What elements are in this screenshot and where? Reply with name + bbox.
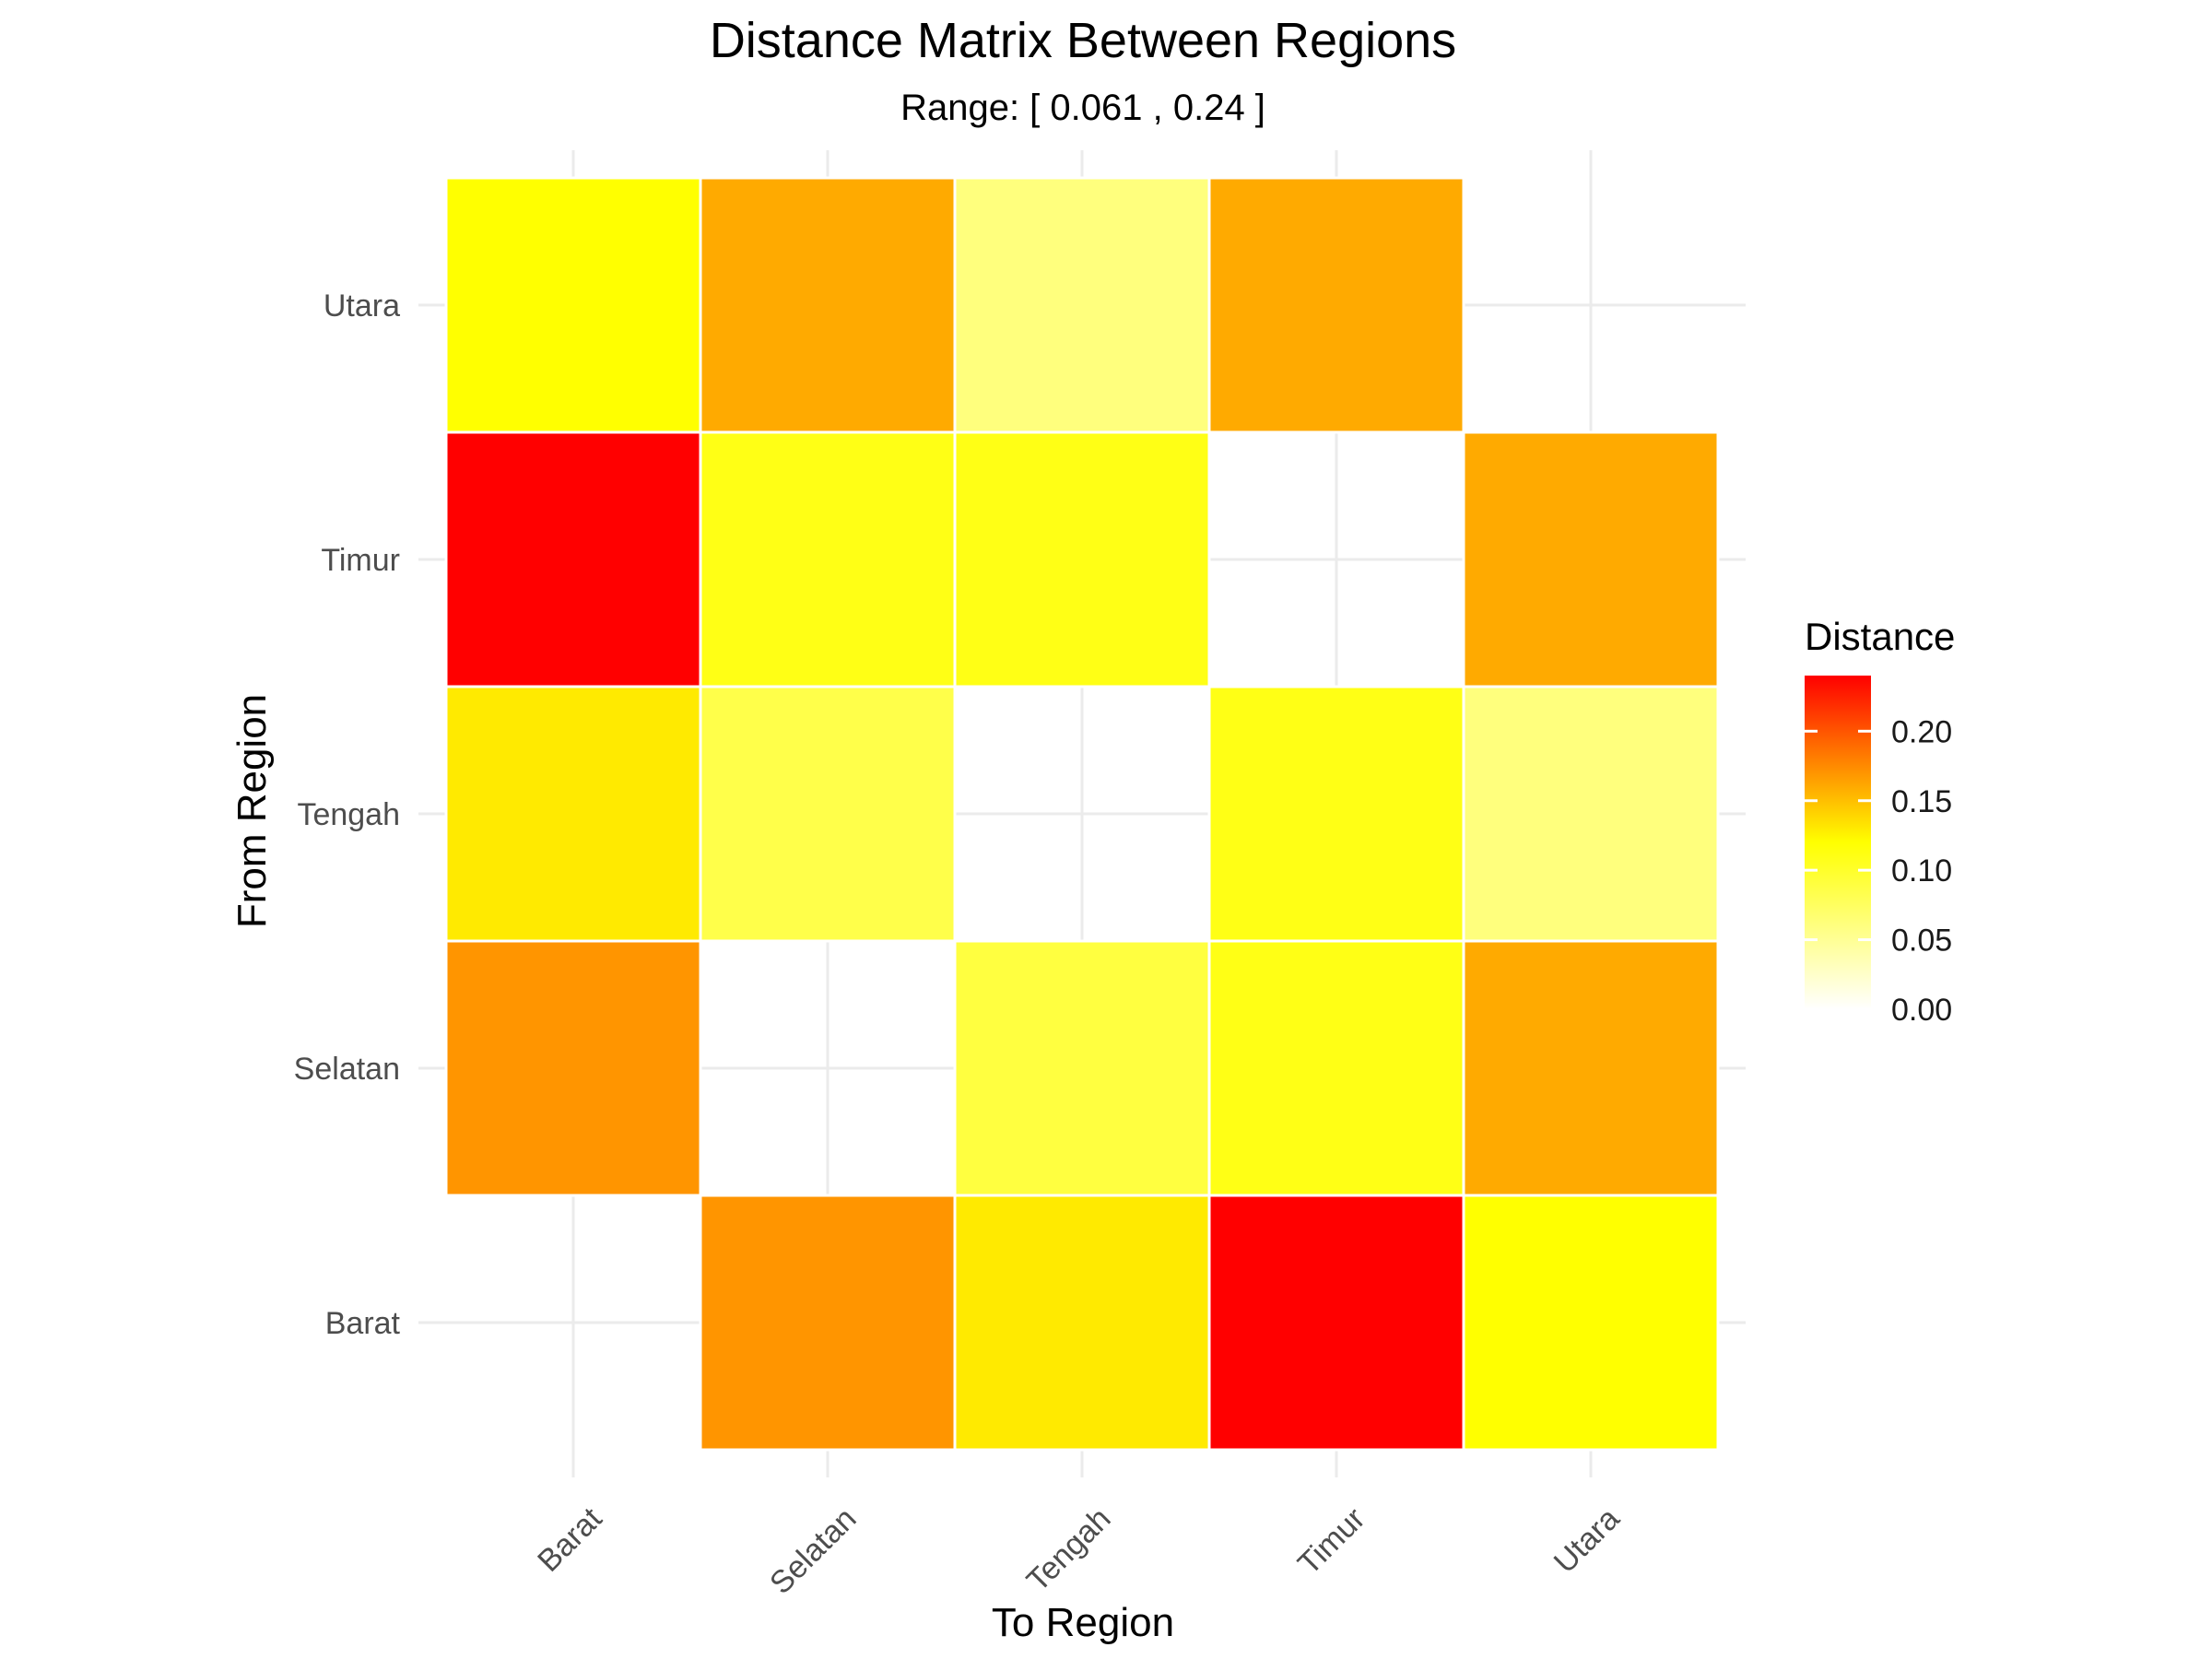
x-tick-label: Tengah xyxy=(1020,1501,1118,1599)
heatmap-cell xyxy=(1462,685,1720,943)
x-tick-label: Utara xyxy=(1547,1501,1627,1581)
legend-colorbar xyxy=(1805,676,1871,1009)
heatmap-cell xyxy=(1207,176,1465,434)
x-tick-label: Barat xyxy=(531,1500,609,1579)
y-tick-label: Tengah xyxy=(297,797,400,832)
chart-subtitle: Range: [ 0.061 , 0.24 ] xyxy=(900,88,1265,128)
legend-tick-label: 0.10 xyxy=(1891,853,1952,888)
legend-ticks: 0.00 0.05 0.10 0.15 0.20 xyxy=(1805,714,1952,1028)
x-tick-label: Selatan xyxy=(763,1501,863,1601)
heatmap-cell xyxy=(1207,939,1465,1197)
heatmap-cell xyxy=(953,176,1211,434)
legend-tick-label: 0.00 xyxy=(1891,993,1952,1028)
heatmap-cell xyxy=(1207,1194,1465,1452)
y-tick-label: Utara xyxy=(324,288,400,324)
y-axis-title: From Region xyxy=(229,694,275,928)
y-tick-label: Timur xyxy=(321,543,400,578)
heatmap-cell xyxy=(444,685,702,943)
heatmap-cell xyxy=(1462,430,1720,688)
heatmap-cell xyxy=(953,430,1211,688)
legend-tick-label: 0.05 xyxy=(1891,924,1952,959)
heatmap-tiles xyxy=(444,176,1720,1452)
heatmap-cell xyxy=(1462,939,1720,1197)
heatmap-cell xyxy=(444,939,702,1197)
heatmap-cell xyxy=(1207,685,1465,943)
legend-tick-label: 0.20 xyxy=(1891,714,1952,749)
heatmap-cell xyxy=(1462,1194,1720,1452)
x-axis-ticks: Barat Selatan Tengah Timur Utara xyxy=(531,1500,1626,1601)
legend: Distance 0.00 0.05 0.10 0.15 0.20 xyxy=(1805,615,1955,1028)
heatmap-cell xyxy=(444,430,702,688)
chart-title: Distance Matrix Between Regions xyxy=(710,13,1456,68)
heatmap-cell xyxy=(699,430,957,688)
y-tick-label: Barat xyxy=(325,1306,401,1341)
legend-title: Distance xyxy=(1805,615,1955,658)
heatmap-cell xyxy=(699,685,957,943)
heatmap-cell xyxy=(444,176,702,434)
heatmap-cell xyxy=(699,1194,957,1452)
heatmap-cell xyxy=(953,1194,1211,1452)
x-tick-label: Timur xyxy=(1291,1501,1371,1582)
heatmap-cell xyxy=(699,176,957,434)
y-axis-ticks: Barat Selatan Tengah Timur Utara xyxy=(294,288,401,1341)
x-axis-title: To Region xyxy=(992,1600,1174,1645)
legend-tick-label: 0.15 xyxy=(1891,784,1952,819)
y-tick-label: Selatan xyxy=(294,1052,400,1087)
heatmap-cell xyxy=(953,939,1211,1197)
